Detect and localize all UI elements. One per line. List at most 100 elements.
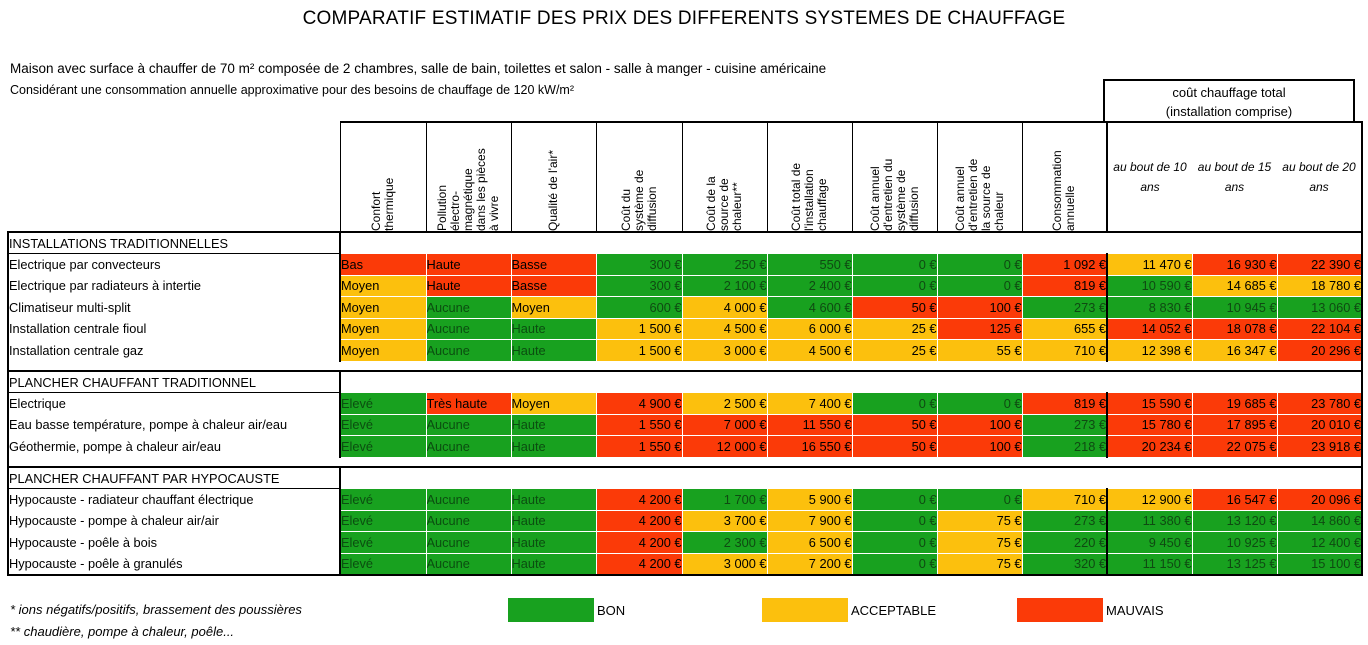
gap-cell [7,457,1363,467]
table-cell: 22 104 € [1276,317,1363,340]
table-cell: 220 € [1021,531,1108,554]
table-cell: 20 010 € [1276,413,1363,436]
table-cell: 12 900 € [1106,488,1193,511]
table-cell: 14 685 € [1191,274,1278,297]
table-row: Géothermie, pompe à chaleur air/eau Elevé… [7,435,1363,458]
table-cell: 0 € [851,488,938,511]
table-cell: 4 200 € [595,509,683,532]
table-cell: Moyen [339,339,427,362]
page-title: COMPARATIF ESTIMATIF DES PRIX DES DIFFER… [302,8,1066,29]
table-cell: 11 550 € [766,413,853,436]
table-cell: 100 € [936,435,1023,458]
table-cell: 13 125 € [1191,552,1278,576]
table-cell: 7 200 € [766,552,853,576]
section-title: PLANCHER CHAUFFANT PAR HYPOCAUSTE [7,466,341,489]
row-label: Electrique par convecteurs [7,253,341,275]
table-cell: Haute [510,317,597,340]
table-cell: 20 234 € [1106,435,1193,458]
column-header-years-9: au bout de 10 ans [1107,121,1192,232]
table-cell: 819 € [1021,274,1108,297]
legend-swatch-acceptable [762,598,848,622]
table-cell: 655 € [1021,317,1108,340]
column-header-label: Coût annuel d'entretien de la source de … [952,158,1006,231]
table-cell: 0 € [936,488,1023,511]
table-cell: Aucune [425,296,512,319]
table-cell: 22 075 € [1191,435,1278,458]
table-cell: Aucune [425,413,512,436]
row-label: Climatiseur multi-split [7,296,341,318]
table-cell: Aucune [425,339,512,362]
table-cell: Haute [510,509,597,532]
table-row: Hypocauste - poêle à granulés Elevé Aucune… [7,552,1363,576]
table-cell: 273 € [1021,509,1108,532]
table-cell: Haute [510,339,597,362]
table-cell: Aucune [425,552,512,576]
table-cell: 4 500 € [681,317,768,340]
table-cell: 819 € [1021,392,1108,415]
table-cell: 3 000 € [681,339,768,362]
table-cell: 4 200 € [595,552,683,576]
section-gap [7,457,1363,467]
footnote-air-quality: * ions négatifs/positifs, brassement des… [10,602,302,617]
table-cell: 19 685 € [1191,392,1278,415]
comparison-table: Confort thermique Pollution électro- magn… [7,121,1363,576]
table-cell: 75 € [936,509,1023,532]
row-label: Installation centrale fioul [7,318,341,340]
table-cell: 11 380 € [1106,509,1193,532]
table-cell: 320 € [1021,552,1108,576]
table-row: Eau basse température, pompe à chaleur a… [7,413,1363,436]
table-cell: 0 € [936,253,1023,276]
table-cell: 3 000 € [681,552,768,576]
table-cell: 600 € [595,296,683,319]
table-cell: 0 € [936,392,1023,415]
table-cell: 11 150 € [1106,552,1193,576]
table-cell: 2 500 € [681,392,768,415]
table-cell: Haute [425,274,512,297]
table-cell: 14 052 € [1106,317,1193,340]
table-cell: 5 900 € [766,488,853,511]
table-cell: 710 € [1021,339,1108,362]
table-cell: 550 € [766,253,853,276]
table-cell: Haute [510,531,597,554]
legend-label-mauvais: MAUVAIS [1106,603,1164,618]
table-cell: Haute [425,253,512,276]
header-blank [8,122,340,233]
table-cell: Moyen [339,296,427,319]
table-cell: 16 550 € [766,435,853,458]
column-header-label: Consommation annuelle [1050,150,1078,231]
table-cell: 2 300 € [681,531,768,554]
table-cell: Très haute [425,392,512,415]
table-cell: Haute [510,413,597,436]
column-header-label: Coût total de l'installation chauffage [789,162,829,231]
column-header-label: Pollution électro- magnétique dans les p… [435,148,501,231]
header-row: Confort thermique Pollution électro- magn… [8,121,1363,233]
column-header-label: Qualité de l'air* [546,150,560,231]
legend-swatch-bon [508,598,594,622]
table-cell: 20 096 € [1276,488,1363,511]
table-cell: 16 930 € [1191,253,1278,276]
table-cell: 1 092 € [1021,253,1108,276]
table-cell: Aucune [425,317,512,340]
table-cell: 7 900 € [766,509,853,532]
row-label: Géothermie, pompe à chaleur air/eau [7,435,341,457]
table-cell: Elevé [339,435,427,458]
table-cell: 1 550 € [595,435,683,458]
table-cell: 16 547 € [1191,488,1278,511]
table-cell: Elevé [339,413,427,436]
total-cost-header-line-1: coût chauffage total [1172,85,1286,100]
table-cell: 75 € [936,552,1023,576]
table-cell: 0 € [851,509,938,532]
table-cell: 25 € [851,317,938,340]
table-cell: 23 780 € [1276,392,1363,415]
table-cell: Elevé [339,488,427,511]
table-cell: 4 200 € [595,531,683,554]
table-cell: 11 470 € [1106,253,1193,276]
table-cell: 1 700 € [681,488,768,511]
row-label: Electrique par radiateurs à intertie [7,275,341,297]
table-cell: 1 500 € [595,317,683,340]
table-cell: 17 895 € [1191,413,1278,436]
table-cell: 100 € [936,296,1023,319]
table-cell: 1 500 € [595,339,683,362]
table-cell: 0 € [851,531,938,554]
table-cell: 12 400 € [1276,531,1363,554]
